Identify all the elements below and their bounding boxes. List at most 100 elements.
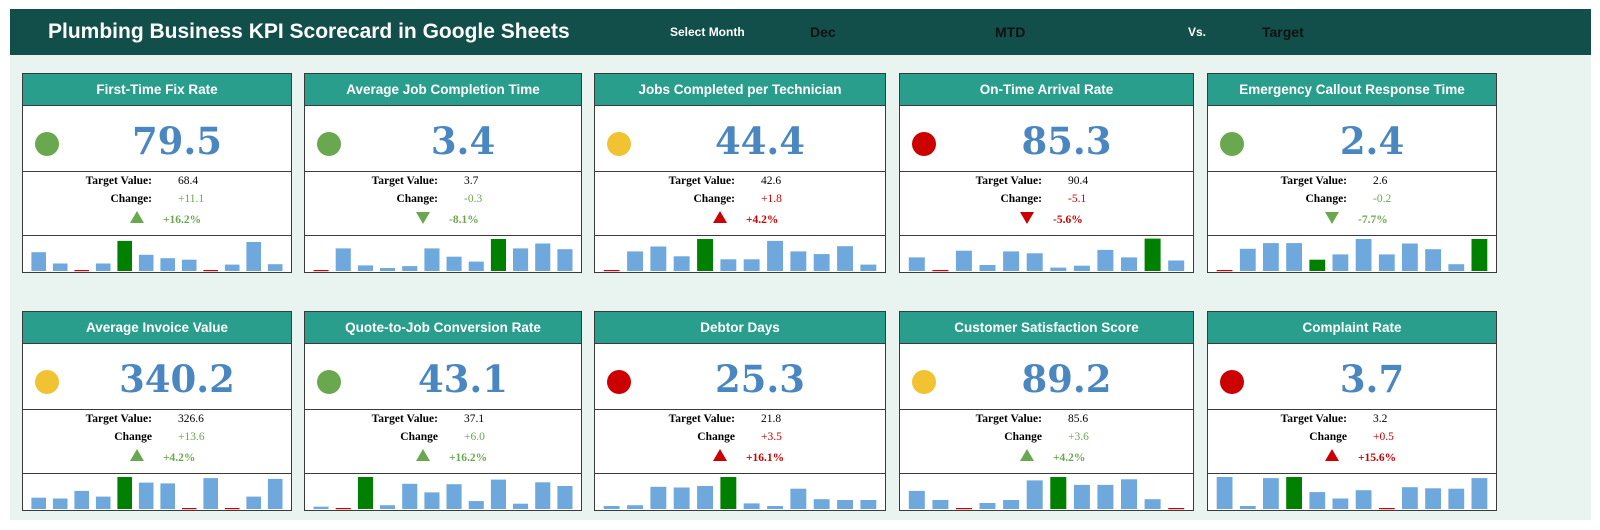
sparkline-bar xyxy=(1448,264,1465,271)
sparkline-chart xyxy=(1216,239,1488,272)
sparkline-bar xyxy=(380,505,396,509)
divider xyxy=(1208,235,1496,236)
kpi-value: 85.3 xyxy=(1021,119,1112,163)
kpi-value: 340.2 xyxy=(119,357,235,401)
sparkline-bar xyxy=(627,505,643,509)
divider xyxy=(305,409,581,410)
sparkline-bar xyxy=(267,478,283,509)
divider xyxy=(1208,105,1496,106)
change-label: Change: xyxy=(1000,193,1042,205)
divider xyxy=(305,105,581,106)
status-indicator-icon xyxy=(607,370,631,394)
vs-label: Vs. xyxy=(1188,25,1207,39)
sparkline-zero-marker xyxy=(74,270,89,272)
period-select[interactable]: MTD xyxy=(995,24,1026,40)
sparkline-bar xyxy=(224,264,240,271)
sparkline-bar xyxy=(424,492,440,509)
kpi-card: Average Job Completion Time 3.4 Target V… xyxy=(304,73,582,273)
sparkline-bar xyxy=(1050,267,1067,271)
change-percent: -7.7% xyxy=(1358,214,1388,226)
divider xyxy=(595,409,885,410)
sparkline-chart xyxy=(313,239,573,272)
sparkline-bar xyxy=(95,263,111,271)
sparkline-bar xyxy=(908,490,925,509)
sparkline-bar xyxy=(402,266,418,271)
change-value: +3.5 xyxy=(761,431,782,443)
target-label: Target Value: xyxy=(371,413,438,425)
sparkline-bar xyxy=(790,488,807,509)
divider xyxy=(1208,343,1496,344)
sparkline-bar-current xyxy=(117,240,132,271)
kpi-card: Jobs Completed per Technician 44.4 Targe… xyxy=(594,73,886,273)
sparkline-bar xyxy=(1144,499,1161,509)
divider xyxy=(23,473,291,474)
kpi-value: 3.4 xyxy=(430,119,496,163)
kpi-value: 79.5 xyxy=(131,119,223,163)
sparkline-bar xyxy=(767,240,783,271)
status-indicator-icon xyxy=(1220,132,1244,156)
sparkline-bar xyxy=(402,483,418,509)
sparkline-bar xyxy=(357,265,373,271)
sparkline-bar xyxy=(1425,488,1441,509)
sparkline-bar-current xyxy=(117,477,132,509)
sparkline-bar xyxy=(557,486,573,509)
target-label: Target Value: xyxy=(85,175,152,187)
kpi-card: First-Time Fix Rate 79.5 Target Value: 6… xyxy=(22,73,292,273)
sparkline-bar-current xyxy=(490,239,506,271)
sparkline-bar-current xyxy=(1471,239,1488,271)
change-value: -0.3 xyxy=(464,193,483,205)
sparkline-bar xyxy=(743,503,760,509)
compare-select[interactable]: Target xyxy=(1262,24,1304,40)
change-percent: +4.2% xyxy=(1053,452,1086,464)
kpi-title: Emergency Callout Response Time xyxy=(1208,74,1496,105)
change-percent: +15.6% xyxy=(1358,452,1397,464)
change-value: +13.6 xyxy=(178,431,205,443)
divider xyxy=(1208,409,1496,410)
month-select[interactable]: Dec xyxy=(810,24,836,40)
sparkline-bar xyxy=(513,248,529,271)
sparkline-zero-marker xyxy=(1216,270,1233,272)
sparkline-bar xyxy=(557,249,573,271)
sparkline-bar xyxy=(74,490,89,509)
sparkline-bar xyxy=(1471,478,1488,509)
status-indicator-icon xyxy=(1220,370,1244,394)
sparkline-chart xyxy=(31,240,283,272)
divider xyxy=(900,235,1193,236)
sparkline-bar xyxy=(1263,243,1279,271)
sparkline-bar xyxy=(424,248,440,271)
sparkline-chart xyxy=(908,477,1185,510)
change-percent: +4.2% xyxy=(746,214,779,226)
change-value: +1.8 xyxy=(761,193,782,205)
target-label: Target Value: xyxy=(1280,175,1347,187)
sparkline-bar xyxy=(932,500,949,509)
target-label: Target Value: xyxy=(371,175,438,187)
kpi-value: 43.1 xyxy=(417,357,509,401)
divider xyxy=(595,343,885,344)
change-percent: +16.1% xyxy=(746,452,785,464)
kpi-card: Average Invoice Value 340.2 Target Value… xyxy=(22,311,292,511)
sparkline-bar xyxy=(267,264,283,271)
divider xyxy=(23,105,291,106)
divider xyxy=(23,235,291,236)
sparkline-bar xyxy=(95,496,111,509)
sparkline-bar xyxy=(468,261,484,271)
triangle-down-icon xyxy=(416,212,430,224)
change-label: Change xyxy=(697,431,735,443)
sparkline-bar xyxy=(1216,477,1233,509)
kpi-title: Debtor Days xyxy=(595,312,885,343)
target-value: 85.6 xyxy=(1068,413,1089,425)
sparkline-zero-marker xyxy=(932,270,949,272)
target-value: 3.7 xyxy=(464,175,479,187)
change-label: Change: xyxy=(693,193,735,205)
change-percent: -5.6% xyxy=(1053,214,1083,226)
sparkline-bar xyxy=(335,248,351,271)
sparkline-bar xyxy=(1355,490,1372,509)
sparkline-bar-current xyxy=(1144,238,1161,271)
sparkline-bar-current xyxy=(1050,477,1067,509)
status-indicator-icon xyxy=(317,370,341,394)
change-value: -5.1 xyxy=(1068,193,1087,205)
change-label: Change: xyxy=(110,193,152,205)
sparkline-zero-marker xyxy=(313,270,329,272)
divider xyxy=(900,105,1193,106)
sparkline-bar xyxy=(603,506,620,509)
